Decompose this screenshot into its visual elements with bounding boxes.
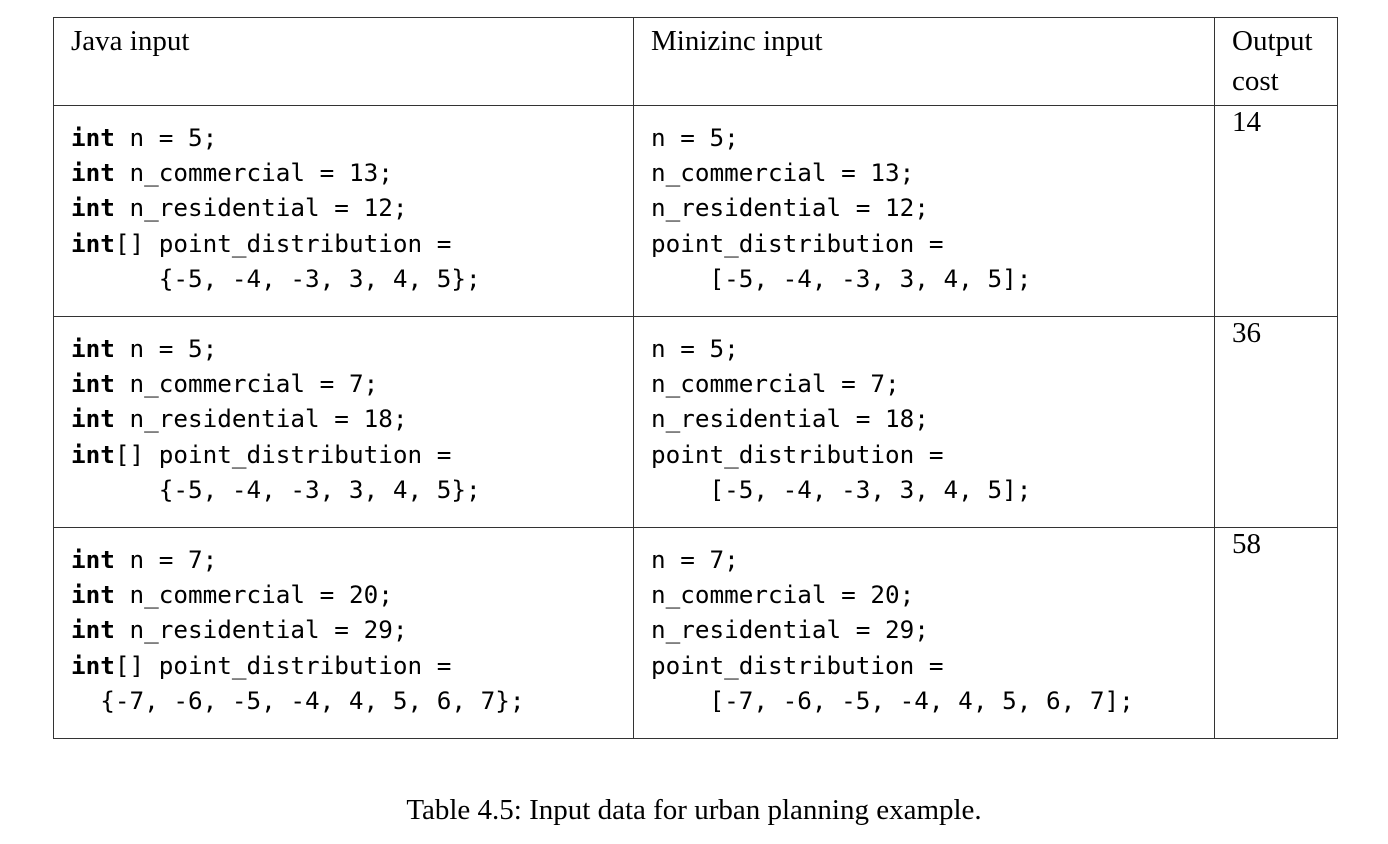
table-caption: Table 4.5: Input data for urban planning…: [406, 794, 982, 826]
java-code-line: int n = 5;: [71, 334, 217, 363]
java-keyword: int: [71, 580, 115, 610]
header-row: Java input Minizinc input Output cost: [53, 17, 1338, 106]
minizinc-code-line: n = 5;: [651, 123, 739, 152]
java-code-text: n_commercial = 20;: [114, 580, 393, 610]
java-code-text: n = 5;: [114, 334, 218, 363]
output-cost-cell: 14: [1214, 105, 1338, 317]
java-code-line: {-5, -4, -3, 3, 4, 5};: [71, 475, 481, 504]
java-code-block: int n = 7; int n_commercial = 20; int n_…: [71, 542, 616, 718]
minizinc-code-block: n = 5; n_commercial = 7; n_residential =…: [651, 331, 1197, 507]
minizinc-code-line: n = 5;: [651, 334, 739, 363]
java-code-block: int n = 5; int n_commercial = 7; int n_r…: [71, 331, 616, 507]
java-code-text: n_commercial = 7;: [114, 369, 379, 399]
java-code-text: {-5, -4, -3, 3, 4, 5};: [71, 263, 481, 293]
java-code-line: int n_commercial = 20;: [71, 580, 393, 609]
java-keyword: int: [71, 369, 115, 399]
java-code-text: {-5, -4, -3, 3, 4, 5};: [71, 474, 481, 504]
java-input-cell: int n = 5; int n_commercial = 7; int n_r…: [53, 316, 634, 528]
minizinc-code-line: n_commercial = 13;: [651, 158, 915, 188]
minizinc-code-line: point_distribution =: [651, 228, 944, 258]
java-code-line: int[] point_distribution =: [71, 440, 451, 469]
table-row: int n = 5; int n_commercial = 7; int n_r…: [53, 316, 1338, 528]
java-code-line: int n_residential = 29;: [71, 615, 407, 644]
java-code-line: int n_commercial = 13;: [71, 158, 393, 187]
java-code-text: n = 7;: [114, 545, 218, 574]
minizinc-input-cell: n = 7; n_commercial = 20; n_residential …: [633, 527, 1215, 739]
java-code-line: int n = 5;: [71, 123, 217, 152]
java-code-text: [] point_distribution =: [114, 650, 452, 680]
header-minizinc-input: Minizinc input: [633, 17, 1215, 106]
table-row: int n = 7; int n_commercial = 20; int n_…: [53, 527, 1338, 739]
java-code-text: [] point_distribution =: [114, 439, 452, 469]
header-java-input: Java input: [53, 17, 634, 106]
java-code-line: int n_commercial = 7;: [71, 369, 378, 398]
java-code-text: n_commercial = 13;: [114, 158, 393, 188]
java-code-line: int n = 7;: [71, 545, 217, 574]
table-row: int n = 5; int n_commercial = 13; int n_…: [53, 105, 1338, 317]
minizinc-input-cell: n = 5; n_commercial = 13; n_residential …: [633, 105, 1215, 317]
java-keyword: int: [71, 158, 115, 188]
java-code-text: {-7, -6, -5, -4, 4, 5, 6, 7};: [71, 685, 525, 715]
minizinc-code-line: n_commercial = 20;: [651, 580, 915, 610]
minizinc-code-block: n = 5; n_commercial = 13; n_residential …: [651, 120, 1197, 296]
minizinc-code-line: [-5, -4, -3, 3, 4, 5];: [651, 263, 1032, 293]
java-code-line: {-7, -6, -5, -4, 4, 5, 6, 7};: [71, 686, 524, 715]
java-input-cell: int n = 7; int n_commercial = 20; int n_…: [53, 527, 634, 739]
java-code-block: int n = 5; int n_commercial = 13; int n_…: [71, 120, 616, 296]
java-keyword: int: [71, 439, 115, 469]
java-keyword: int: [71, 228, 115, 258]
java-code-text: n = 5;: [114, 123, 218, 152]
java-keyword: int: [71, 650, 115, 680]
minizinc-code-line: [-7, -6, -5, -4, 4, 5, 6, 7];: [651, 685, 1134, 715]
minizinc-input-cell: n = 5; n_commercial = 7; n_residential =…: [633, 316, 1215, 528]
minizinc-code-line: n_commercial = 7;: [651, 369, 900, 399]
java-keyword: int: [71, 334, 115, 363]
minizinc-code-line: point_distribution =: [651, 650, 944, 680]
java-code-text: n_residential = 18;: [114, 404, 408, 434]
java-code-text: [] point_distribution =: [114, 228, 452, 258]
minizinc-code-line: point_distribution =: [651, 439, 944, 469]
java-keyword: int: [71, 545, 115, 574]
minizinc-code-line: n_residential = 12;: [651, 193, 929, 223]
java-code-line: int[] point_distribution =: [71, 229, 451, 258]
java-input-cell: int n = 5; int n_commercial = 13; int n_…: [53, 105, 634, 317]
java-keyword: int: [71, 404, 115, 434]
java-keyword: int: [71, 193, 115, 223]
java-code-text: n_residential = 12;: [114, 193, 408, 223]
minizinc-code-line: [-5, -4, -3, 3, 4, 5];: [651, 474, 1032, 504]
java-code-text: n_residential = 29;: [114, 615, 408, 645]
java-keyword: int: [71, 123, 115, 152]
header-output-cost: Output cost: [1214, 17, 1338, 106]
java-code-line: {-5, -4, -3, 3, 4, 5};: [71, 264, 481, 293]
minizinc-code-block: n = 7; n_commercial = 20; n_residential …: [651, 542, 1197, 718]
java-code-line: int[] point_distribution =: [71, 651, 451, 680]
minizinc-code-line: n_residential = 29;: [651, 615, 929, 645]
minizinc-code-line: n_residential = 18;: [651, 404, 929, 434]
minizinc-code-line: n = 7;: [651, 545, 739, 574]
java-code-line: int n_residential = 18;: [71, 404, 407, 433]
java-keyword: int: [71, 615, 115, 645]
output-cost-cell: 36: [1214, 316, 1338, 528]
input-data-table: Java input Minizinc input Output cost in…: [53, 17, 1338, 739]
output-cost-cell: 58: [1214, 527, 1338, 739]
java-code-line: int n_residential = 12;: [71, 193, 407, 222]
